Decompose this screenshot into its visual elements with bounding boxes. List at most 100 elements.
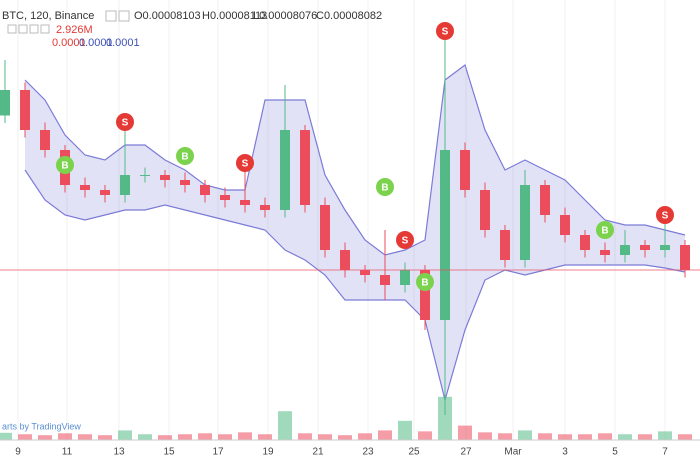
candle-body	[600, 250, 610, 255]
volume-bar	[658, 431, 672, 440]
low-value: L0.00008076	[253, 10, 317, 22]
candle-body	[180, 180, 190, 185]
volume-bar	[258, 434, 272, 440]
volume-bar	[458, 425, 472, 440]
candle-body	[460, 150, 470, 190]
x-tick-label: 25	[408, 447, 420, 458]
volume-bar	[498, 433, 512, 440]
volume-bar	[678, 434, 692, 440]
x-tick-label: 11	[62, 447, 73, 458]
volume-bar	[558, 434, 572, 440]
volume-bar	[198, 433, 212, 440]
volume-bar	[418, 431, 432, 440]
volume-bar	[538, 433, 552, 440]
x-tick-label: 3	[562, 447, 568, 458]
candle-body	[0, 90, 10, 116]
volume-bar	[578, 434, 592, 440]
icon	[40, 24, 50, 34]
signal-label: S	[662, 211, 669, 222]
signal-marker	[416, 273, 434, 291]
candle-body	[440, 150, 450, 320]
signal-marker	[176, 147, 194, 165]
candle-body	[680, 245, 690, 270]
signal-marker	[376, 178, 394, 196]
volume-bar	[238, 432, 252, 440]
signal-marker	[116, 113, 134, 131]
volume-bar	[0, 432, 12, 440]
icon	[118, 10, 130, 22]
candle-body	[560, 215, 570, 235]
icon	[105, 10, 117, 22]
icon	[18, 24, 28, 34]
candle-body	[480, 190, 490, 230]
icon	[7, 24, 17, 34]
candle-body	[40, 130, 50, 150]
signal-label: B	[601, 226, 608, 237]
band-fill	[25, 65, 685, 400]
candle-body	[300, 130, 310, 205]
candle-body	[280, 130, 290, 210]
x-tick-label: 7	[662, 447, 668, 458]
volume-bar	[378, 430, 392, 440]
candle-body	[660, 245, 670, 250]
volume-bar	[358, 433, 372, 440]
x-tick-label: 27	[460, 447, 472, 458]
candle-body	[500, 230, 510, 260]
candle-body	[100, 190, 110, 195]
x-tick-label: 17	[212, 447, 224, 458]
volume-bar	[638, 434, 652, 440]
close-value: C0.00008082	[316, 10, 382, 22]
candle-body	[420, 270, 430, 320]
volume-bar	[318, 434, 332, 440]
volume-bar	[338, 435, 352, 440]
x-tick-label: 21	[312, 447, 324, 458]
volume-bar	[278, 411, 292, 440]
candle-body	[200, 185, 210, 195]
x-tick-label: 19	[262, 447, 274, 458]
candle-body	[400, 270, 410, 285]
signal-marker	[236, 154, 254, 172]
volume-bar	[38, 435, 52, 440]
volume-bar	[78, 434, 92, 440]
symbol: BTC, 120, Binance	[2, 10, 94, 22]
x-tick-label: 23	[362, 447, 374, 458]
candle-body	[340, 250, 350, 270]
x-tick-label: Mar	[504, 447, 522, 458]
signal-label: B	[181, 152, 188, 163]
candle-body	[320, 205, 330, 250]
open-value: O0.00008103	[134, 10, 201, 22]
volume-bar	[178, 434, 192, 440]
candle-body	[80, 185, 90, 190]
candle-body	[380, 275, 390, 285]
signal-marker	[56, 156, 74, 174]
signal-label: S	[122, 118, 129, 129]
signal-marker	[436, 22, 454, 40]
volume-bar	[18, 434, 32, 440]
indicator-value: 0.0001	[52, 37, 86, 49]
volume-bar	[58, 433, 72, 440]
candle-body	[540, 185, 550, 215]
band-lower	[24, 169, 686, 403]
volume-bar	[138, 434, 152, 440]
volume-bar	[598, 433, 612, 440]
volume-bar	[518, 430, 532, 440]
candle-body	[160, 175, 170, 180]
signal-label: S	[402, 236, 409, 247]
signal-label: S	[242, 159, 249, 170]
signal-label: B	[61, 161, 68, 172]
watermark: arts by TradingView	[2, 421, 81, 431]
candle-body	[220, 195, 230, 200]
high-value: H0.00008113	[202, 10, 267, 22]
signal-marker	[656, 206, 674, 224]
x-tick-label: 15	[163, 447, 175, 458]
signal-label: S	[442, 27, 449, 38]
x-tick-label: 5	[612, 447, 618, 458]
band-upper	[24, 64, 686, 256]
signal-label: B	[381, 183, 388, 194]
volume-bar	[438, 396, 452, 440]
candle-body	[240, 200, 250, 205]
candle-body	[640, 245, 650, 250]
candle-body	[260, 205, 270, 210]
